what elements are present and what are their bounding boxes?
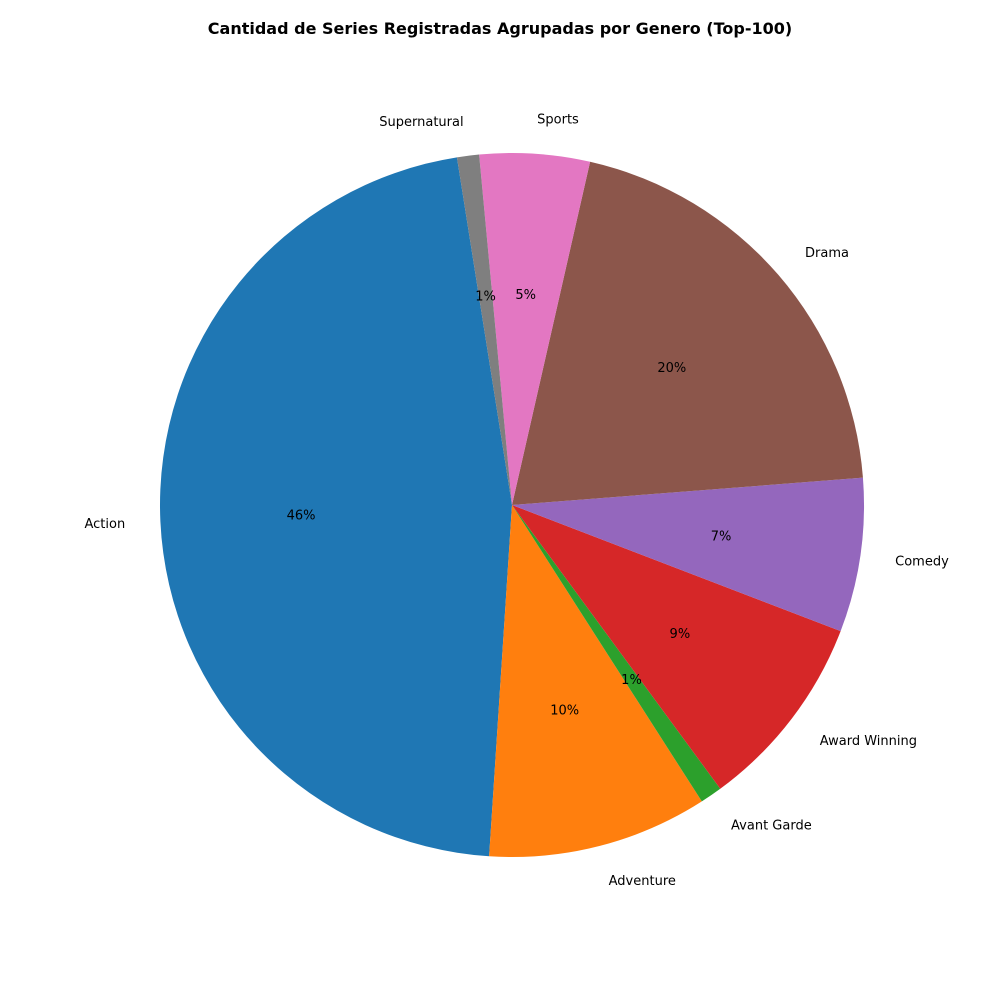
slice-label: Supernatural [379,115,463,130]
pie-slice-comedy [512,477,864,632]
chart-title: Cantidad de Series Registradas Agrupadas… [208,19,792,38]
slice-label: Comedy [895,555,949,570]
pie-slice-award-winning [512,505,841,789]
slice-label: Award Winning [820,734,917,749]
pie-slice-adventure [489,505,702,857]
slice-percent-label: 1% [475,289,496,304]
slice-label: Drama [805,246,849,261]
slice-label: Action [84,517,125,532]
pie-labels: Action 46% Adventure 10% Avant Garde 1% Award … [84,113,949,889]
slice-percent-label: 46% [287,509,316,524]
slice-percent-label: 9% [670,627,691,642]
pie-slice-action [159,157,512,857]
pie-slice-sports [479,153,591,505]
slice-label: Avant Garde [731,818,812,833]
pie-slice-avant-garde [512,505,721,802]
slice-label: Sports [537,113,579,128]
slice-percent-label: 1% [621,673,642,688]
slice-percent-label: 7% [711,529,732,544]
slice-percent-label: 20% [657,361,686,376]
slice-percent-label: 5% [515,288,536,303]
pie-slice-drama [512,161,863,505]
slice-percent-label: 10% [550,704,579,719]
pie-slices [159,153,864,857]
pie-slice-supernatural [456,154,512,505]
slice-label: Adventure [609,874,676,889]
